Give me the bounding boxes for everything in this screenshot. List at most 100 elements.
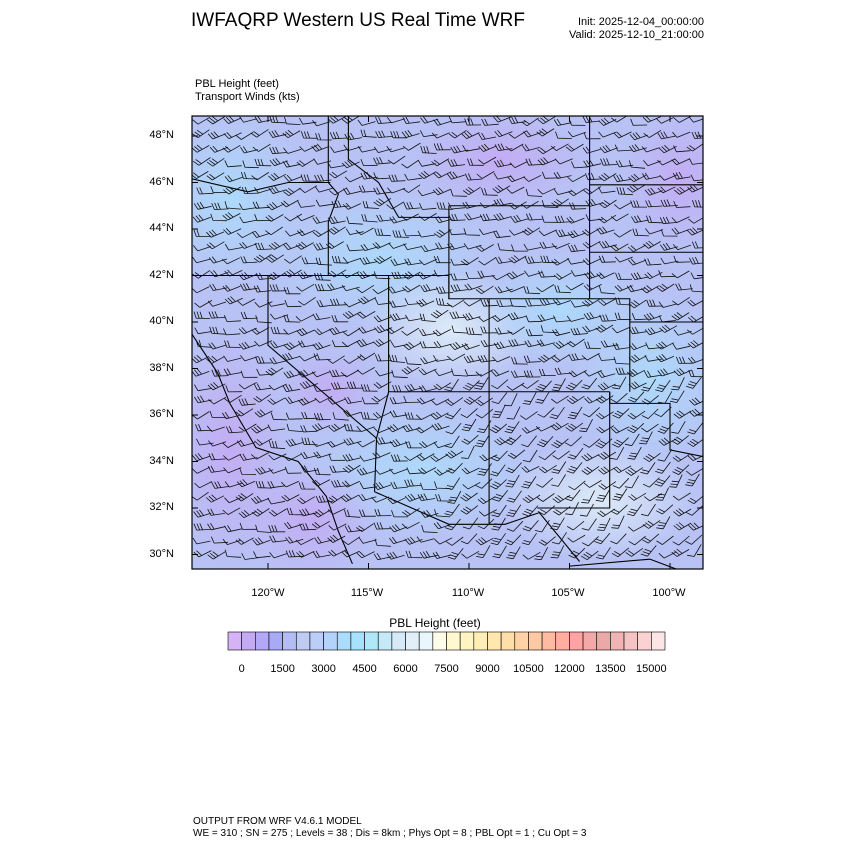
wind-barb [389,524,408,533]
wind-barb [462,517,479,530]
wind-barb [639,431,653,445]
wind-barb [615,367,633,375]
wind-barb [360,129,377,138]
wind-barb [554,285,571,294]
wind-barb [386,146,405,153]
wind-barb [240,311,258,320]
wind-barb [388,354,406,363]
wind-barb [450,284,469,292]
lat-tick-label: 44°N [149,222,174,234]
wind-barb [433,269,452,277]
wind-barb [566,395,585,405]
wind-barb [552,328,571,337]
wind-barb [505,143,524,152]
wind-barb [404,258,423,266]
wind-barb [431,158,450,167]
wind-barb [534,519,550,533]
wind-barb [374,354,392,362]
wind-barb [583,159,602,168]
wind-barb [401,327,420,336]
wind-barb [444,518,461,531]
wind-barb [538,270,556,278]
wind-barb [625,547,644,557]
wind-barb [391,271,409,279]
wind-barb [373,157,391,165]
wind-barb [598,255,616,263]
wind-barb [359,509,376,517]
wind-barb [280,199,299,208]
wind-barb [209,145,229,153]
wind-barb [269,146,287,155]
wind-barb [254,301,273,308]
wind-barb [673,186,692,195]
wind-barb [295,241,314,250]
wind-barb [237,298,256,306]
wind-barb [631,313,649,321]
wind-barb [192,537,211,545]
wind-barb [268,453,287,461]
wind-barb [418,368,437,376]
wind-barb [224,340,241,348]
wind-barb [386,201,405,210]
wind-barb [222,144,241,153]
wind-barb [433,442,452,449]
wind-barb [462,312,481,321]
wind-barb [235,537,254,545]
wind-barb [566,216,585,224]
wind-barb [314,174,332,182]
wind-barb [475,369,494,377]
wind-barb [640,545,657,557]
wind-barb [286,423,303,432]
wind-barb [673,255,691,263]
field-label: PBL Height (feet) [195,78,279,90]
wind-barb [211,369,229,377]
wind-barb [268,525,286,533]
wind-barb [210,270,229,278]
wind-barb [432,551,451,559]
wind-barb [239,522,257,530]
wind-barb [491,369,510,377]
wind-barb [340,369,359,378]
wind-barb [489,423,508,434]
wind-barb [209,326,226,335]
wind-barb [672,343,691,350]
wind-barb [538,450,556,461]
wind-barb [480,299,498,307]
wind-barb [600,158,618,166]
wind-barb [612,408,630,419]
wind-barb [598,481,617,490]
wind-barb [329,465,347,473]
wind-barb [240,283,258,291]
wind-barb [405,441,423,449]
wind-barb [462,186,481,196]
wind-barb [446,462,463,474]
wind-barb [285,536,304,544]
wind-barb [373,315,392,323]
wind-barb [598,186,616,194]
wind-barb [536,128,555,137]
wind-barb [581,377,598,390]
wind-barb [435,297,453,307]
wind-barb [402,284,421,293]
wind-barb [492,404,506,418]
wind-barb [672,453,691,462]
wind-barb [431,132,450,139]
wind-barb [598,131,617,138]
wind-barb [658,551,677,559]
wind-barb [493,159,512,168]
wind-barb [283,342,302,351]
wind-barb [356,426,375,432]
wind-barb [521,476,537,489]
wind-barb [581,298,600,307]
wind-barb [392,230,409,238]
wind-barb [435,494,452,502]
wind-barb [344,423,361,432]
wind-barb [464,283,483,291]
wind-barb [688,217,703,224]
wind-barb [387,497,406,505]
wind-barb [387,424,406,433]
model-info: OUTPUT FROM WRF V4.6.1 MODEL [193,816,362,827]
wind-barb [404,412,422,420]
wind-barb [208,311,226,319]
wind-barb [207,382,226,391]
